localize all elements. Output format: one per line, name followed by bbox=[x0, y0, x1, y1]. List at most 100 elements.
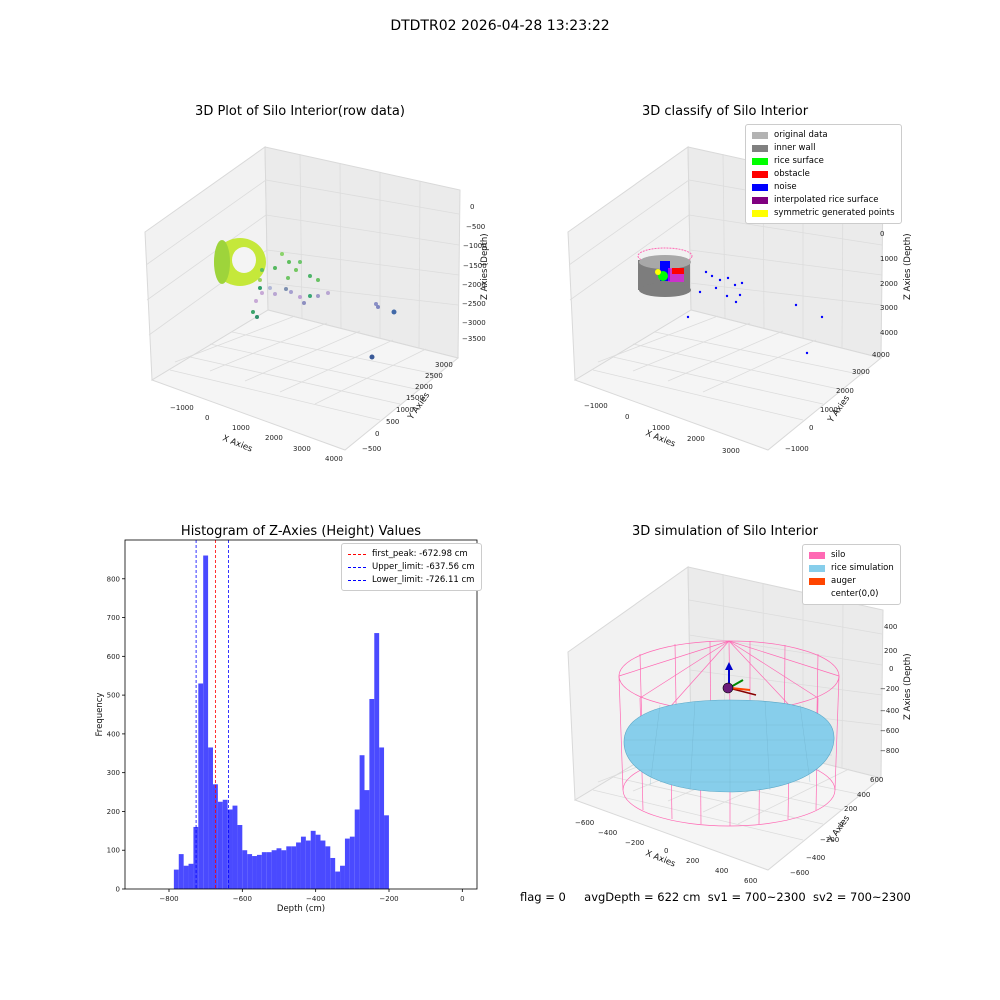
p2-legend-swatch bbox=[752, 210, 768, 217]
p2-ztick: 1000 bbox=[880, 255, 898, 263]
hist-bar bbox=[276, 848, 282, 889]
p1-point bbox=[302, 301, 306, 305]
hist-bar bbox=[217, 801, 223, 889]
hist-bar bbox=[208, 747, 213, 889]
p2-point bbox=[704, 270, 708, 274]
p4-legend-item: auger bbox=[809, 575, 894, 588]
p1-point-cluster-shade bbox=[214, 240, 230, 284]
p1-point bbox=[258, 286, 262, 290]
p4-z-ticks: 400 200 0 −200 −400 −600 −800 bbox=[880, 623, 899, 755]
p4-xtick: 0 bbox=[664, 847, 668, 855]
p2-point bbox=[820, 315, 824, 319]
p1-xtick: −1000 bbox=[170, 404, 194, 412]
p1-point bbox=[273, 266, 277, 270]
hist-bar bbox=[222, 799, 228, 889]
p1-ytick: 2500 bbox=[425, 372, 443, 380]
p1-point bbox=[284, 287, 288, 291]
p4-ztick: 0 bbox=[889, 665, 893, 673]
p1-ytick: 3000 bbox=[435, 361, 453, 369]
p2-legend-item: inner wall bbox=[752, 142, 895, 155]
hist-ytick-label: 700 bbox=[107, 614, 120, 622]
p1-y-ticks: −500 0 500 1000 1500 2000 2500 3000 bbox=[362, 361, 453, 453]
hist-bar bbox=[256, 854, 262, 889]
hist-bar bbox=[237, 825, 243, 889]
hist-bar bbox=[271, 850, 277, 889]
p1-ztick: −500 bbox=[466, 223, 485, 231]
p1-point bbox=[286, 276, 290, 280]
p2-noise-block bbox=[660, 261, 670, 281]
p1-point bbox=[260, 291, 264, 295]
p4-legend-item: center(0,0) bbox=[809, 588, 894, 601]
p1-ztick: −2000 bbox=[462, 281, 486, 289]
p4-axis-z-head bbox=[725, 662, 733, 670]
p1-point bbox=[326, 291, 330, 295]
p1-ztick: −1500 bbox=[463, 262, 487, 270]
hist-bar bbox=[325, 846, 331, 889]
p2-legend-label: original data bbox=[774, 130, 828, 140]
hist-bar bbox=[227, 809, 233, 889]
p1-point bbox=[273, 292, 277, 296]
panel3-title: Histogram of Z-Axies (Height) Values bbox=[180, 524, 422, 539]
panel4-title: 3D simulation of Silo Interior bbox=[632, 524, 818, 539]
p4-legend-label: silo bbox=[831, 550, 846, 560]
hist-legend: first_peak: -672.98 cm Upper_limit: -637.… bbox=[341, 543, 482, 591]
p4-rice-mesh bbox=[625, 700, 834, 792]
p2-inner-wall-bottom bbox=[639, 283, 691, 297]
hist-bar bbox=[359, 755, 365, 889]
hist-ytick-label: 300 bbox=[107, 769, 120, 777]
p2-legend: original data inner wall rice surface obsta… bbox=[745, 124, 902, 224]
hist-bar bbox=[305, 840, 311, 889]
p1-ytick: 1500 bbox=[406, 394, 424, 402]
p4-xtick: 200 bbox=[686, 857, 699, 865]
p1-ytick: 1000 bbox=[396, 406, 414, 414]
p2-ytick: 1000 bbox=[820, 406, 838, 414]
flag-text: flag = 0 bbox=[520, 890, 566, 904]
p4-center bbox=[722, 682, 734, 694]
hist-bar bbox=[374, 633, 380, 889]
hist-ytick-label: 400 bbox=[107, 730, 120, 738]
panel2-3d-plot: −1000 0 1000 2000 3000 −1000 0 1000 2000… bbox=[567, 146, 913, 455]
hist-xtick-label: 0 bbox=[460, 895, 464, 903]
p1-xtick: 2000 bbox=[265, 434, 283, 442]
p2-xtick: 1000 bbox=[652, 424, 670, 432]
p2-legend-swatch bbox=[752, 158, 768, 165]
p1-point bbox=[308, 294, 312, 298]
p1-point bbox=[260, 268, 264, 272]
hist-xtick-label: −400 bbox=[306, 895, 325, 903]
p4-ytick: −600 bbox=[790, 869, 809, 877]
p1-point bbox=[298, 260, 302, 264]
hist-ytick-label: 600 bbox=[107, 653, 120, 661]
hist-bar bbox=[188, 863, 194, 889]
p1-ztick: −3000 bbox=[462, 319, 486, 327]
hist-bar bbox=[384, 815, 389, 889]
p2-obstacle bbox=[672, 268, 684, 274]
p1-data-points bbox=[214, 238, 397, 360]
status-line: flag = 0 avgDepth = 622 cm sv1 = 700~230… bbox=[520, 890, 911, 904]
hist-bar bbox=[247, 854, 253, 889]
p2-point bbox=[794, 303, 798, 307]
panel1-title: 3D Plot of Silo Interior(row data) bbox=[195, 104, 405, 119]
p4-ztick: 400 bbox=[884, 623, 897, 631]
hist-bar bbox=[330, 857, 336, 889]
p1-xtick: 1000 bbox=[232, 424, 250, 432]
p4-legend-swatch bbox=[809, 552, 825, 559]
hist-xlabel: Depth (cm) bbox=[277, 904, 325, 914]
hist-bar bbox=[203, 555, 209, 889]
p4-ztick: −800 bbox=[880, 747, 899, 755]
hist-bar bbox=[286, 846, 292, 889]
hist-bar bbox=[252, 856, 257, 889]
hist-bar bbox=[349, 836, 355, 889]
p2-legend-item: interpolated rice surface bbox=[752, 194, 895, 207]
hist-bar bbox=[261, 852, 267, 889]
p4-ztick: −600 bbox=[880, 727, 899, 735]
p1-point bbox=[316, 278, 320, 282]
p2-ytick: −1000 bbox=[785, 445, 809, 453]
hist-xtick-label: −800 bbox=[159, 895, 178, 903]
p2-point bbox=[726, 276, 730, 280]
sv2-text: sv2 = 700~2300 bbox=[812, 890, 911, 904]
hist-bar bbox=[344, 838, 350, 889]
p2-legend-label: interpolated rice surface bbox=[774, 195, 879, 205]
p2-legend-swatch bbox=[752, 145, 768, 152]
p2-ztick: 3000 bbox=[880, 304, 898, 312]
avgdepth-text: avgDepth = 622 cm bbox=[584, 890, 701, 904]
